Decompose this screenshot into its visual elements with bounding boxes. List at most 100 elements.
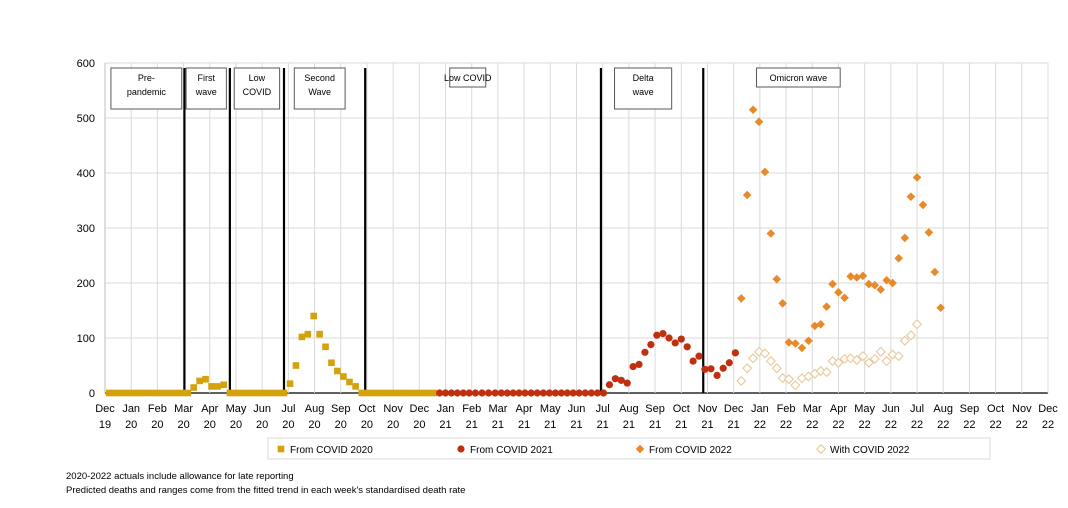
data-point [840,293,849,303]
x-tick-label: 21 [466,419,478,431]
data-point [557,389,565,397]
x-tick-label: 22 [832,419,844,431]
x-tick-label: Dec [95,403,115,415]
x-tick-label: Dec [724,403,744,415]
data-point [852,273,862,282]
data-point [635,360,643,368]
x-tick-label: 20 [230,419,242,431]
data-point [725,359,733,367]
x-tick-label: Feb [462,403,481,415]
x-tick-label: Sep [331,403,351,415]
x-tick-label: Apr [830,403,847,415]
x-tick-label: 22 [963,419,975,431]
x-tick-label: Nov [1012,403,1032,415]
x-tick-label: Jun [568,403,586,415]
data-point [857,351,868,362]
y-tick-label: 100 [77,333,95,345]
axes: 0 100 200 300 400 500 600 Dec 19 Jan 20 Feb 20 Mar 20 A… [77,58,1059,431]
data-point [882,275,891,285]
data-point [310,312,318,320]
data-point [754,117,764,127]
period-label-text: Second [304,73,335,83]
data-point [141,389,149,397]
x-tick-label: 20 [204,419,216,431]
data-point [304,330,312,338]
period-label-box [185,67,227,110]
period-label-text: First [197,73,215,83]
data-point [545,389,554,397]
x-tick-label: Oct [987,403,1004,415]
note-late-reporting: 2020-2022 actuals include allowance for … [66,471,294,482]
data-point [748,105,758,115]
legend-marker [457,445,465,453]
data-point [834,288,843,297]
legend-label: From COVID 2021 [470,445,553,456]
x-tick-label: Mar [174,403,193,415]
data-point [135,389,143,397]
data-point [906,192,916,201]
data-point [653,331,661,339]
series-2 [436,330,739,397]
data-point [533,389,541,397]
data-point [587,389,595,397]
data-point [828,279,837,289]
data-point [484,389,493,397]
data-point [159,389,167,397]
data-point [876,285,885,294]
data-point [784,338,794,347]
data-point [274,389,282,397]
data-point [771,363,782,374]
x-tick-label: 21 [597,419,609,431]
x-tick-label: 22 [1042,419,1054,431]
data-point [833,357,844,368]
data-point [659,330,667,338]
x-tick-label: Aug [619,403,639,415]
data-point [816,319,825,329]
x-tick-label: 21 [649,419,661,431]
x-tick-label: Jul [910,403,924,415]
data-point [777,373,788,384]
data-point [647,341,655,349]
data-point [388,389,395,397]
legend-box [267,437,991,460]
series-3 [736,105,945,353]
data-point [292,362,300,369]
data-point [790,380,801,391]
period-label-box [233,67,281,110]
period-label-text: wave [632,87,654,97]
data-point [689,357,697,365]
data-point [912,173,922,182]
data-point [918,200,928,210]
data-point [322,343,329,351]
legend-marker [635,444,645,454]
x-tick-label: 21 [492,419,504,431]
data-point [527,389,535,397]
data-point [340,373,347,380]
data-point [765,356,776,367]
x-tick-label: 20 [387,419,399,431]
x-tick-label: 20 [282,419,294,431]
data-point [286,380,294,387]
x-tick-label: Dec [1038,403,1058,415]
data-point [611,375,619,383]
x-tick-label: 20 [335,419,347,431]
data-point [298,333,306,341]
x-tick-label: Jan [437,403,455,415]
data-point [250,389,258,397]
data-point [905,330,916,341]
x-tick-label: May [540,403,561,415]
data-point [551,389,559,397]
data-point [760,167,770,177]
note-predicted-deaths: Predicted deaths and ranges come from th… [66,485,466,496]
data-point [147,389,154,397]
data-point [791,339,800,348]
data-point [153,389,160,397]
data-point [238,389,246,397]
x-tick-label: Sep [645,403,665,415]
data-point [328,359,335,367]
data-point [178,389,186,397]
data-point [742,190,752,200]
data-point [441,389,450,397]
data-point [406,389,414,397]
period-label-box [614,67,673,110]
